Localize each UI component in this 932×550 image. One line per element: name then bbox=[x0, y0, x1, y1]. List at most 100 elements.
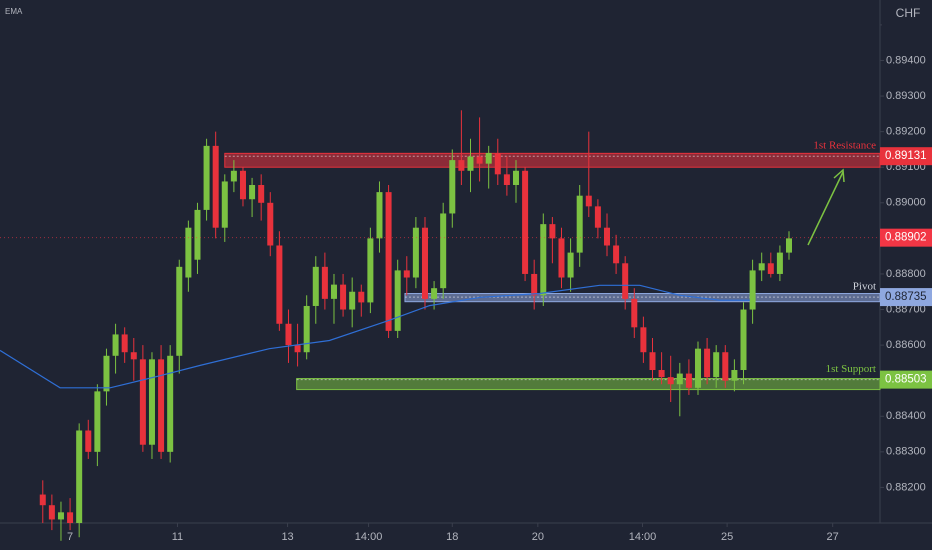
zone-price-label: 0.88735 bbox=[885, 291, 927, 303]
currency-backdrop bbox=[882, 2, 932, 30]
zone-price-tag bbox=[880, 288, 932, 307]
candle-body bbox=[549, 224, 556, 239]
candle-body bbox=[785, 238, 792, 253]
candle-body bbox=[694, 348, 701, 388]
candle-body bbox=[294, 345, 301, 353]
candle-body bbox=[48, 505, 55, 520]
candle-body bbox=[221, 181, 228, 228]
y-tick-label: 0.88600 bbox=[886, 339, 926, 351]
y-tick-label: 0.89300 bbox=[886, 90, 926, 102]
candle-body bbox=[449, 160, 456, 214]
candle-body bbox=[139, 359, 146, 445]
candle-body bbox=[176, 266, 183, 356]
x-tick-label: 25 bbox=[721, 531, 733, 543]
zone-price-label: 0.88503 bbox=[885, 374, 927, 386]
candle-body bbox=[303, 305, 310, 353]
x-tick-label: 14:00 bbox=[355, 531, 383, 543]
x-tick-label: 7 bbox=[67, 531, 73, 543]
zone-name: 1st Resistance bbox=[813, 140, 876, 152]
candle-body bbox=[194, 209, 201, 260]
candle-body bbox=[558, 238, 565, 278]
x-tick-label: 14:00 bbox=[629, 531, 657, 543]
candle-body bbox=[85, 430, 92, 452]
candle-body bbox=[613, 245, 620, 264]
candle-body bbox=[239, 170, 246, 200]
x-tick-label: 27 bbox=[827, 531, 839, 543]
candle-body bbox=[112, 334, 119, 356]
candle-body bbox=[258, 185, 265, 203]
candle-body bbox=[512, 170, 519, 186]
candle-body bbox=[667, 377, 674, 385]
candle-body bbox=[585, 195, 592, 207]
y-tick-label: 0.88700 bbox=[886, 303, 926, 315]
candle-body bbox=[312, 266, 319, 306]
candle-body bbox=[467, 156, 474, 171]
x-tick-label: 11 bbox=[172, 531, 183, 543]
candle-body bbox=[685, 373, 692, 388]
candle-body bbox=[421, 227, 428, 299]
candle-body bbox=[522, 170, 529, 274]
candle-body bbox=[540, 224, 547, 296]
candle-body bbox=[212, 145, 219, 228]
candle-body bbox=[767, 263, 774, 274]
candle-body bbox=[267, 202, 274, 246]
candle-body bbox=[385, 192, 392, 331]
zone-price-label: 0.89131 bbox=[885, 150, 927, 162]
candle-body bbox=[67, 512, 74, 523]
candle-body bbox=[458, 160, 465, 171]
current-price-tag bbox=[880, 228, 932, 247]
candle-body bbox=[376, 192, 383, 239]
candle-body bbox=[649, 352, 656, 371]
candle-body bbox=[713, 352, 720, 378]
candle-body bbox=[731, 370, 738, 381]
candle-body bbox=[103, 355, 110, 392]
zone-band bbox=[296, 378, 881, 391]
candle-body bbox=[285, 323, 292, 346]
candle-body bbox=[158, 359, 165, 452]
candle-body bbox=[121, 334, 128, 353]
x-tick-label: 13 bbox=[281, 531, 293, 543]
candle-body bbox=[403, 270, 410, 278]
y-tick-label: 0.89200 bbox=[886, 126, 926, 138]
candle-body bbox=[776, 252, 783, 274]
candle-body bbox=[676, 373, 683, 385]
candle-body bbox=[431, 288, 438, 299]
candle-body bbox=[722, 352, 729, 381]
zone-price-tag bbox=[880, 147, 932, 166]
candle-body bbox=[567, 252, 574, 278]
candle-body bbox=[276, 245, 283, 324]
candle-body bbox=[494, 152, 501, 175]
candle-body bbox=[440, 213, 447, 289]
candle-body bbox=[130, 352, 137, 360]
y-tick-label: 0.89000 bbox=[886, 197, 926, 209]
zone-price-tag bbox=[880, 370, 932, 389]
candle-body bbox=[603, 227, 610, 246]
candle-body bbox=[476, 156, 483, 164]
candle-body bbox=[485, 152, 492, 164]
y-tick-label: 0.89400 bbox=[886, 54, 926, 66]
candle-body bbox=[57, 512, 64, 520]
candle-body bbox=[321, 266, 328, 299]
candle-body bbox=[167, 355, 174, 452]
zone-name: 1st Support bbox=[826, 363, 876, 375]
candle-body bbox=[148, 359, 155, 445]
candle-body bbox=[640, 327, 647, 353]
candle-body bbox=[503, 174, 510, 186]
candle-body bbox=[758, 263, 765, 271]
zone-name: Pivot bbox=[853, 281, 876, 293]
candle-body bbox=[622, 263, 629, 299]
arrow bbox=[807, 168, 845, 246]
x-tick-label: 20 bbox=[532, 531, 544, 543]
candle-body bbox=[412, 227, 419, 278]
candle-body bbox=[358, 291, 365, 303]
currency-label: CHF bbox=[896, 6, 921, 20]
zone-band bbox=[224, 152, 881, 168]
candle-body bbox=[76, 430, 83, 523]
y-tick-label: 0.88300 bbox=[886, 446, 926, 458]
candle-body bbox=[531, 273, 538, 296]
candle-body bbox=[203, 145, 210, 210]
candle-body bbox=[576, 195, 583, 253]
candle-body bbox=[340, 284, 347, 310]
